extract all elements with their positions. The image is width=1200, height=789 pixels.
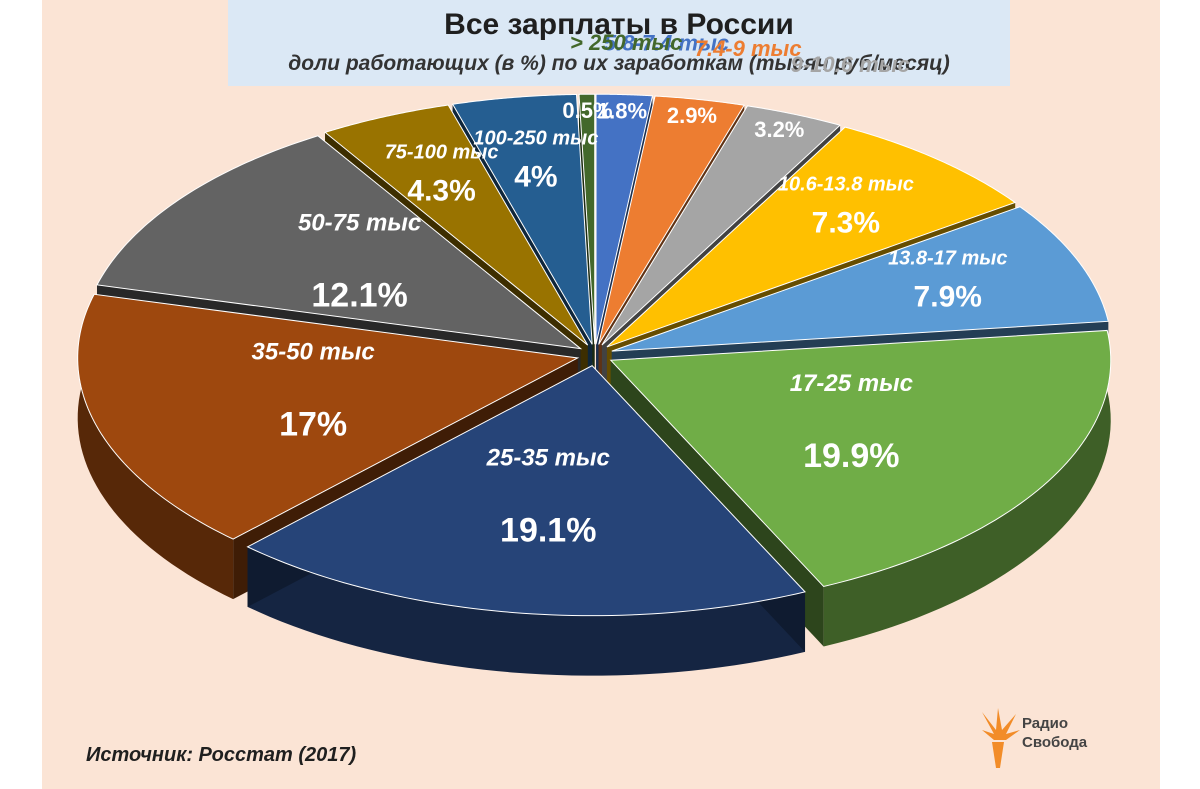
slice-side-17-25 [823,330,1111,647]
slice-5-8-7-4 [595,93,654,345]
source-note: Источник: Росстат (2017) [86,744,357,766]
slice-50-75 [96,135,583,350]
category-label-75-100: 75-100 тыс [385,142,499,164]
slice-7-4-9 [598,95,745,345]
value-label-10-6-13-8: 7.3% [812,206,880,239]
category-label-250: > 250 тыс [570,30,682,55]
chart-subtitle: доли работающих (в %) по их заработкам (… [288,52,950,75]
title-box: Все зарплаты в России доли работающих (в… [228,0,1010,86]
chart-title: Все зарплаты в России [444,8,794,41]
value-label-13-8-17: 7.9% [914,280,982,313]
value-label-5-8-7-4: 1.8% [597,99,647,124]
category-label-35-50: 35-50 тыс [252,338,375,365]
value-label-250: 0.5% [562,98,612,123]
slice-250 [578,93,596,345]
category-label-100-250: 100-250 тыс [473,128,598,150]
value-label-25-35: 19.1% [500,511,596,549]
slice-side-35-50 [77,294,234,600]
category-label-17-25: 17-25 тыс [790,370,913,397]
slice-75-100 [324,104,589,346]
value-label-9-10-6: 3.2% [754,117,804,142]
category-label-9-10-6: 9-10.6 тыс [791,52,910,77]
value-label-7-4-9: 2.9% [667,103,717,128]
slice-100-250 [451,93,593,345]
slice-10-6-13-8 [606,126,1017,348]
torch-icon [982,708,1020,768]
category-label-5-8-7-4: 5.8-7.4 тыс [604,31,729,56]
value-label-50-75: 12.1% [311,277,407,315]
logo-line-2: Свобода [1022,734,1088,751]
slice-13-8-17 [611,206,1109,352]
value-label-17-25: 19.9% [803,437,899,475]
radio-svoboda-logo: Радио Свобода [976,700,1126,770]
category-label-7-4-9: 7.4-9 тыс [695,36,802,61]
value-label-100-250: 4% [514,161,557,194]
category-label-25-35: 25-35 тыс [486,444,610,471]
slice-25-35 [246,365,806,617]
value-label-35-50: 17% [279,405,347,443]
slice-35-50 [77,293,580,540]
logo-line-1: Радио [1022,715,1069,732]
category-label-50-75: 50-75 тыс [298,210,421,237]
value-label-75-100: 4.3% [407,175,475,208]
slice-17-25 [609,329,1112,587]
slice-9-10-6 [601,105,842,346]
slice-side-25-35 [247,546,806,676]
category-label-10-6-13-8: 10.6-13.8 тыс [778,173,914,195]
category-label-13-8-17: 13.8-17 тыс [888,247,1007,269]
